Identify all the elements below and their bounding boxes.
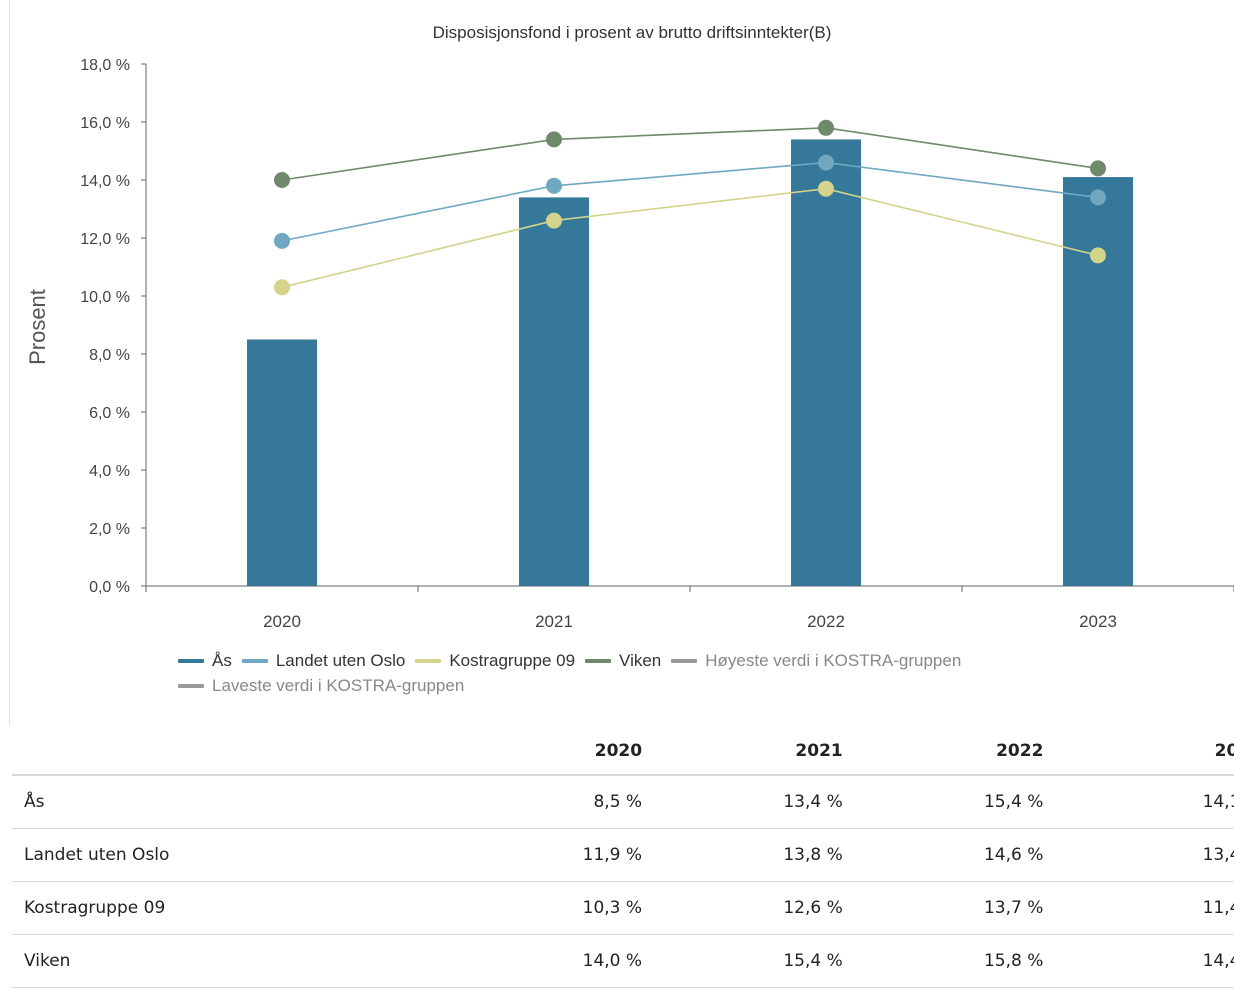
y-tick-label: 12,0 % — [80, 231, 130, 248]
legend-row: Ås Landet uten Oslo Kostragruppe 09 Viken Hø… — [178, 648, 1138, 673]
table-header-2022: 2022 — [842, 728, 1044, 776]
legend: Ås Landet uten Oslo Kostragruppe 09 Viken Hø… — [178, 648, 1138, 698]
y-tick-label: 4,0 % — [89, 463, 130, 480]
bar — [247, 339, 317, 586]
table-header-2020: 2020 — [441, 728, 643, 776]
table-cell: 13,8 % — [642, 828, 843, 882]
y-tick-label: 18,0 % — [80, 57, 130, 74]
legend-swatch — [241, 658, 268, 663]
table-cell: 13,4 % — [1043, 828, 1234, 882]
data-point — [546, 212, 562, 229]
table-row: Kostragruppe 09 10,3 % 12,6 % 13,7 % 11,… — [12, 881, 1234, 935]
x-tick-label: 2023 — [1079, 612, 1117, 631]
table-cell: 14,0 % — [441, 934, 643, 988]
legend-swatch — [178, 658, 204, 663]
bar — [519, 197, 589, 586]
legend-item[interactable]: Ås — [178, 651, 232, 671]
table-cell: 12,6 % — [642, 881, 843, 935]
y-tick-label: 6,0 % — [89, 405, 130, 422]
y-tick-label: 0,0 % — [89, 579, 130, 596]
chart: Disposisjonsfond i prosent av brutto dri… — [25, 23, 1234, 631]
legend-label: Kostragruppe 09 — [449, 650, 576, 670]
legend-item[interactable]: Kostragruppe 09 — [415, 651, 575, 671]
table-cell: 8,5 % — [441, 775, 643, 829]
data-point — [1090, 160, 1106, 177]
series-line — [281, 126, 1099, 181]
series-line — [281, 161, 1099, 242]
table-cell: 15,4 % — [842, 775, 1044, 829]
table-header-row: 2020 2021 2022 2023 — [12, 728, 1234, 776]
table-row: Viken 14,0 % 15,4 % 15,8 % 14,4 % — [12, 934, 1234, 988]
legend-swatch — [415, 658, 442, 663]
table-cell: 15,4 % — [642, 934, 843, 988]
data-point — [818, 119, 834, 136]
table-header-label — [12, 728, 442, 776]
series-line — [281, 187, 1099, 289]
axes: 0,0 % 2,0 % 4,0 % 6,0 % 8,0 % 10,0 % 12,0 % 14,… — [80, 57, 1234, 631]
table-cell: 14,4 % — [1043, 934, 1234, 988]
legend-label: Laveste verdi i KOSTRA-gruppen — [212, 675, 465, 695]
data-table-container: 2020 2021 2022 2023 Ås 8,5 % 13,4 % 15,4… — [12, 728, 1234, 988]
legend-swatch — [178, 683, 204, 688]
table-cell: 11,4 % — [1043, 881, 1234, 935]
y-tick-label: 10,0 % — [80, 289, 130, 306]
data-point — [1090, 189, 1106, 206]
legend-item[interactable]: Laveste verdi i KOSTRA-gruppen — [178, 676, 464, 696]
x-tick-label: 2020 — [263, 612, 301, 631]
table-header-2023: 2023 — [1043, 728, 1234, 776]
bar — [1063, 177, 1133, 586]
table-header-2021: 2021 — [642, 728, 843, 776]
table-cell: 10,3 % — [441, 881, 643, 935]
data-point — [274, 232, 290, 249]
data-point — [274, 279, 290, 296]
table-row-label: Ås — [12, 775, 442, 829]
data-table: 2020 2021 2022 2023 Ås 8,5 % 13,4 % 15,4… — [12, 728, 1234, 988]
table-row-label: Viken — [12, 934, 442, 988]
chart-title: Disposisjonsfond i prosent av brutto dri… — [433, 23, 832, 42]
x-tick-label: 2022 — [807, 612, 845, 631]
legend-item[interactable]: Viken — [585, 651, 661, 671]
series-lines — [281, 126, 1099, 289]
data-point — [818, 154, 834, 171]
table-cell: 13,7 % — [842, 881, 1044, 935]
data-point — [546, 177, 562, 194]
table-row: Landet uten Oslo 11,9 % 13,8 % 14,6 % 13… — [12, 828, 1234, 882]
bar — [791, 139, 861, 586]
y-tick-label: 14,0 % — [80, 173, 130, 190]
y-tick-label: 8,0 % — [89, 347, 130, 364]
table-cell: 14,6 % — [842, 828, 1044, 882]
legend-label: Landet uten Oslo — [275, 650, 406, 670]
table-cell: 11,9 % — [441, 828, 643, 882]
legend-item[interactable]: Landet uten Oslo — [241, 650, 406, 671]
data-point — [274, 172, 290, 188]
legend-label: Ås — [212, 650, 232, 670]
y-axis-label: Prosent — [25, 289, 50, 365]
x-tick-label: 2021 — [535, 612, 573, 631]
data-point — [1090, 247, 1106, 264]
legend-row: Laveste verdi i KOSTRA-gruppen — [178, 673, 1138, 698]
table-cell: 13,4 % — [642, 775, 843, 829]
table-cell: 15,8 % — [842, 934, 1044, 988]
table-cell: 14,1 % — [1043, 775, 1234, 829]
y-tick-label: 16,0 % — [80, 115, 130, 132]
legend-item[interactable]: Høyeste verdi i KOSTRA-gruppen — [671, 651, 961, 671]
bars — [247, 139, 1133, 586]
table-row-label: Landet uten Oslo — [12, 828, 442, 882]
data-point — [546, 131, 562, 148]
table-row: Ås 8,5 % 13,4 % 15,4 % 14,1 % — [12, 775, 1234, 829]
chart-frame-line — [9, 0, 10, 725]
legend-label: Viken — [619, 650, 662, 670]
legend-swatch — [585, 658, 612, 663]
series-points — [274, 119, 1106, 296]
data-point — [818, 180, 834, 197]
legend-swatch — [671, 658, 698, 663]
y-tick-label: 2,0 % — [89, 521, 130, 538]
legend-label: Høyeste verdi i KOSTRA-gruppen — [705, 650, 962, 670]
table-row-label: Kostragruppe 09 — [12, 881, 442, 935]
